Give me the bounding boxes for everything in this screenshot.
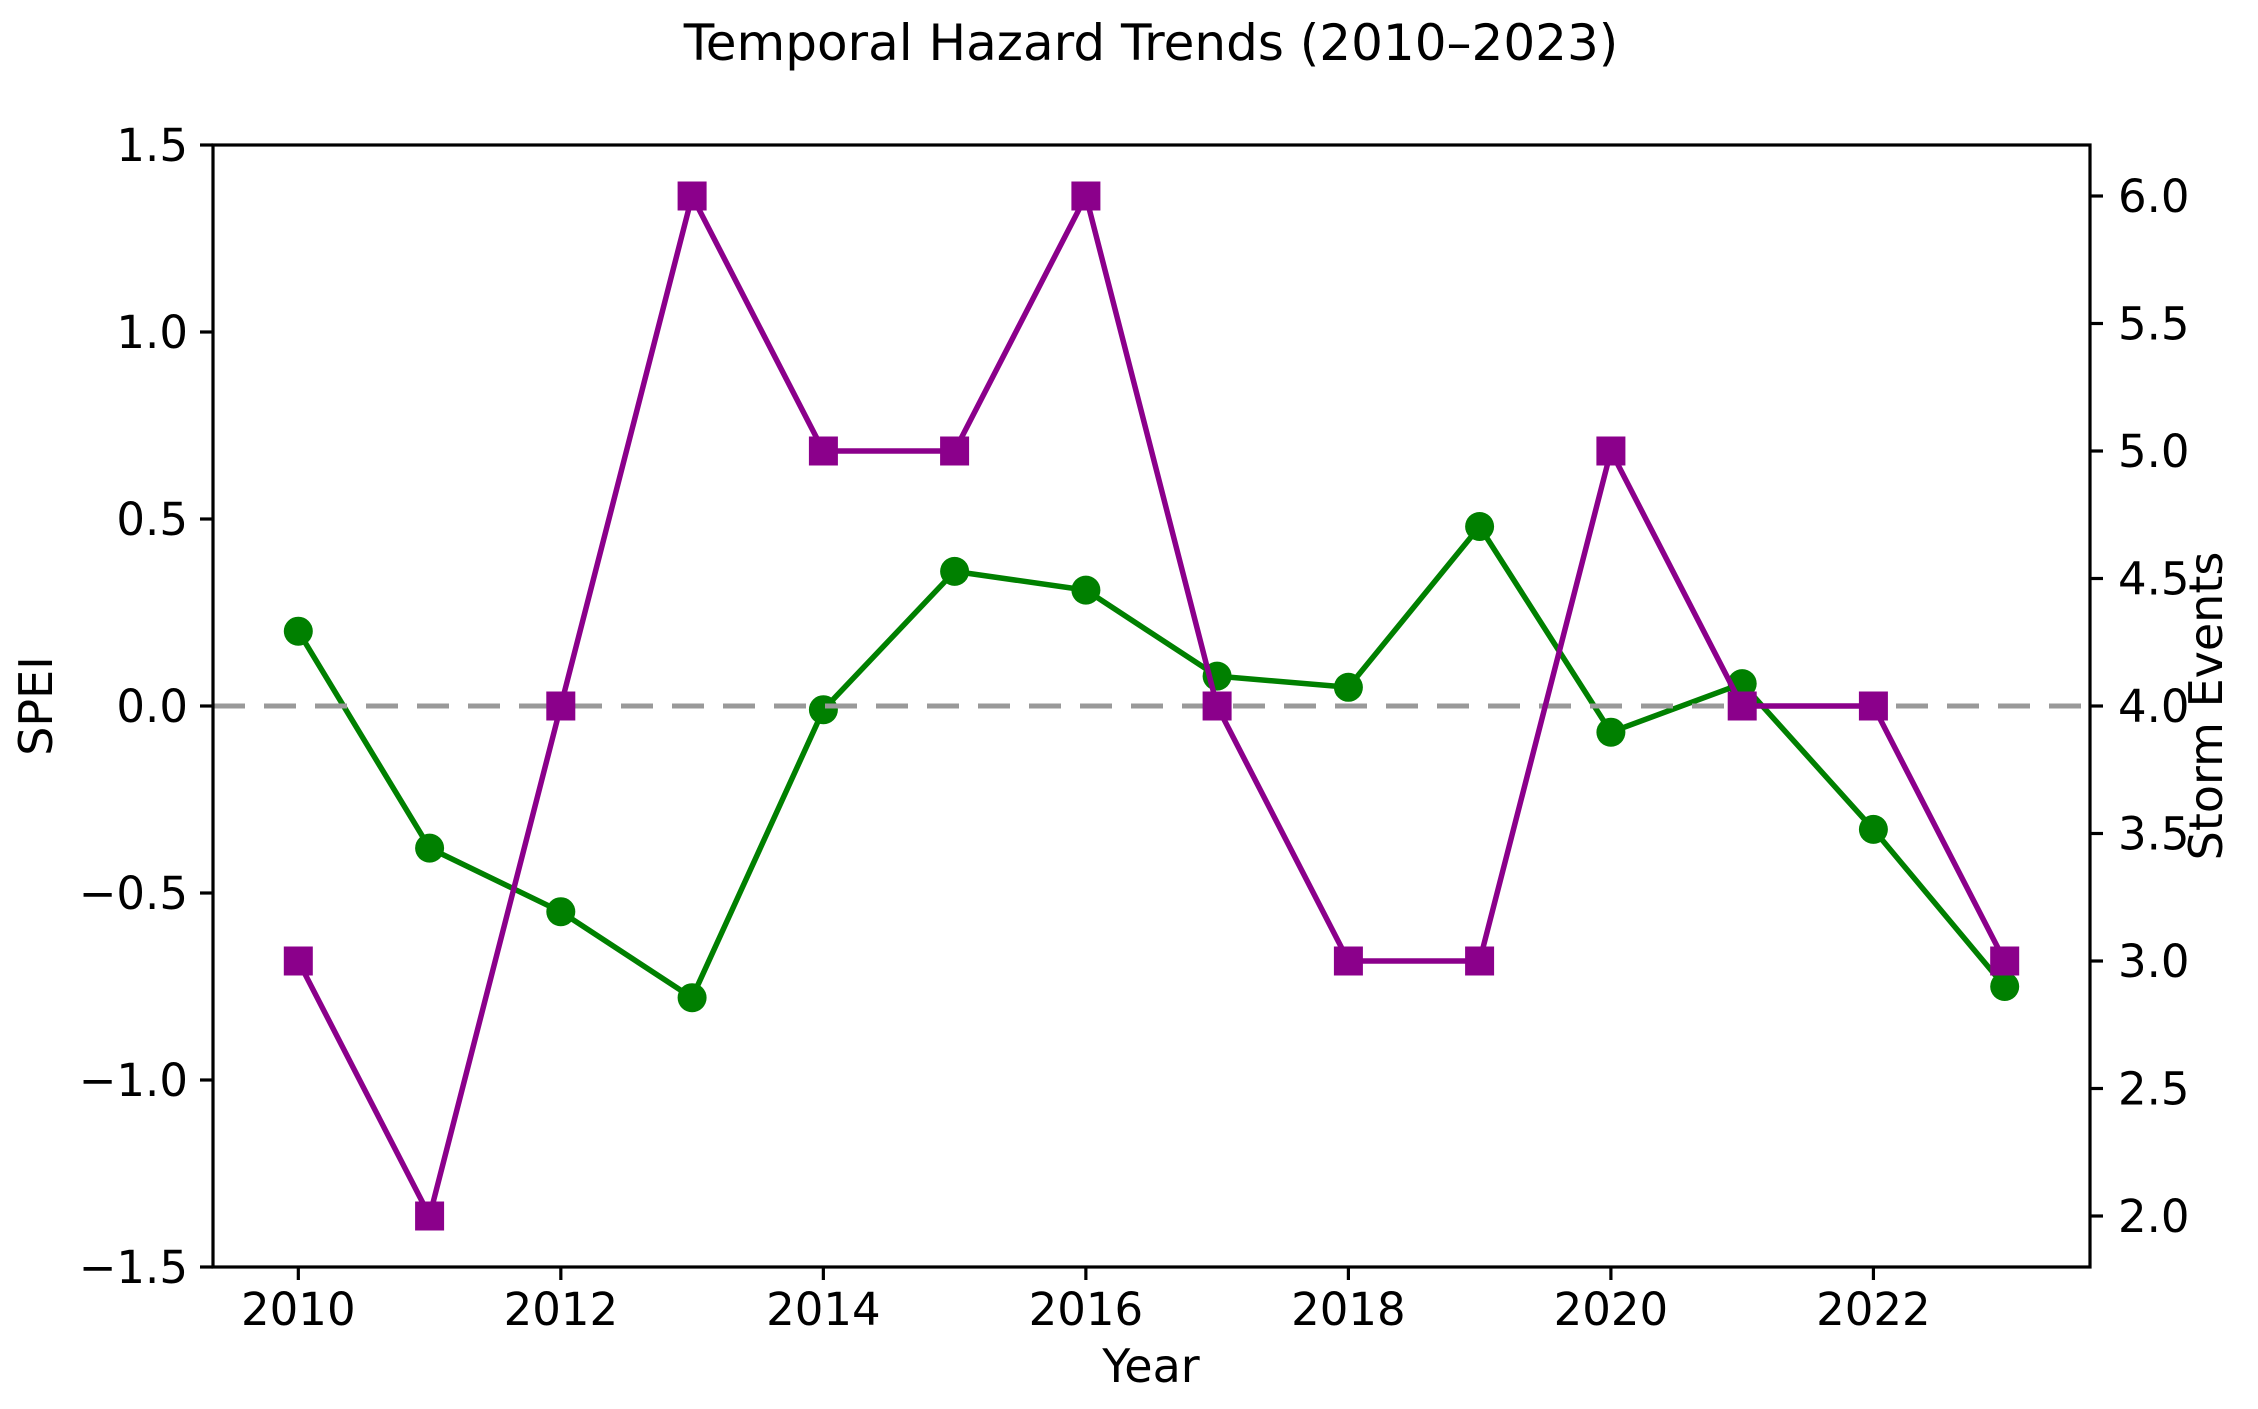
left-tick-label: 1.0 [116, 306, 188, 359]
right-tick-label: 6.0 [2118, 170, 2190, 223]
x-tick-label: 2018 [1291, 1283, 1406, 1336]
right-tick-label: 3.0 [2118, 935, 2190, 988]
spei-marker [808, 695, 838, 725]
spei-marker [677, 983, 707, 1013]
series-group [213, 181, 2090, 1231]
storm-marker [1333, 946, 1363, 976]
chart-title: Temporal Hazard Trends (2010–2023) [683, 14, 1619, 72]
right-tick-label: 5.0 [2118, 425, 2190, 478]
storm-marker [1727, 691, 1757, 721]
spei-marker [283, 616, 313, 646]
x-axis-label: Year [1101, 1339, 1199, 1393]
left-tick-label: 0.0 [116, 680, 188, 733]
right-tick-label: 3.5 [2118, 808, 2190, 861]
storm-marker [546, 691, 576, 721]
storm-marker [677, 181, 707, 211]
storm-marker [940, 436, 970, 466]
right-tick-label: 4.0 [2118, 680, 2190, 733]
right-axis-ticks: 6.0 5.5 5.0 4.5 4.0 3.5 3.0 2.5 2.0 [2090, 170, 2190, 1243]
x-tick-label: 2010 [241, 1283, 356, 1336]
spei-marker [1596, 717, 1626, 747]
left-tick-label: −1.5 [79, 1241, 188, 1294]
right-tick-label: 4.5 [2118, 553, 2190, 606]
storm-marker [1202, 691, 1232, 721]
spei-line [295, 523, 2008, 1001]
spei-marker [1858, 814, 1888, 844]
storm-marker [1465, 946, 1495, 976]
left-tick-label: 0.5 [116, 493, 188, 546]
right-tick-label: 2.5 [2118, 1063, 2190, 1116]
spei-marker [1465, 512, 1495, 541]
spei-marker [415, 833, 445, 863]
left-tick-label: 1.5 [116, 119, 188, 172]
left-axis-label: SPEI [9, 656, 63, 756]
x-tick-label: 2016 [1029, 1283, 1144, 1336]
right-tick-label: 2.0 [2118, 1190, 2190, 1243]
right-axis-label: Storm Events [2179, 552, 2233, 861]
spei-marker [1333, 672, 1363, 702]
left-tick-label: −1.0 [79, 1054, 188, 1107]
x-tick-label: 2020 [1554, 1283, 1669, 1336]
left-tick-label: −0.5 [79, 867, 188, 920]
spei-marker [1071, 575, 1101, 605]
storm-marker [1858, 691, 1888, 721]
storm-marker [808, 436, 838, 466]
spei-marker [940, 556, 970, 586]
x-tick-label: 2012 [504, 1283, 619, 1336]
spei-marker [1990, 972, 2020, 1001]
x-tick-label: 2022 [1816, 1283, 1931, 1336]
right-tick-label: 5.5 [2118, 298, 2190, 351]
storm-marker [1071, 181, 1101, 211]
left-axis-ticks: 1.5 1.0 0.5 0.0 −0.5 −1.0 −1.5 [79, 119, 213, 1294]
storm-events-line [295, 193, 2008, 1219]
spei-marker [546, 897, 576, 927]
storm-marker [283, 946, 313, 976]
storm-marker [1596, 436, 1626, 466]
x-tick-label: 2014 [766, 1283, 881, 1336]
x-axis-ticks: 2010 2012 2014 2016 2018 2020 2022 [241, 1267, 1931, 1336]
storm-marker [415, 1201, 445, 1231]
storm-marker [1990, 946, 2020, 976]
